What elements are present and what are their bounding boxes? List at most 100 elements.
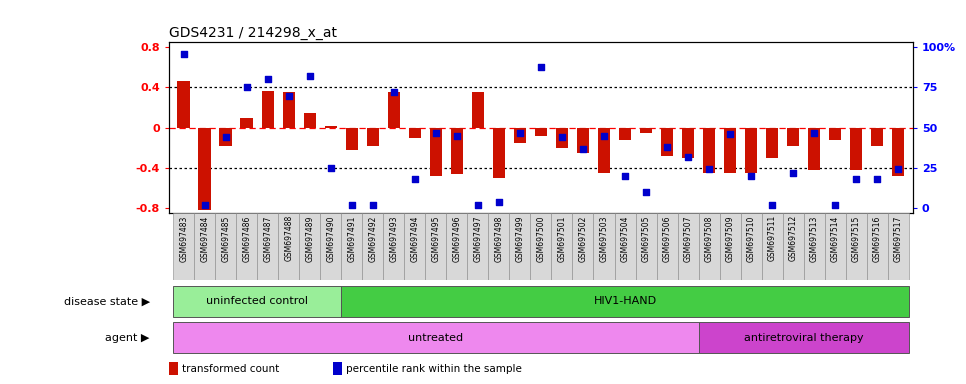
Bar — [682, 127, 695, 158]
Text: GSM697508: GSM697508 — [704, 215, 714, 262]
Bar — [278, 213, 299, 280]
Text: GSM697499: GSM697499 — [516, 215, 525, 262]
Point — [428, 129, 443, 136]
Point — [281, 93, 297, 99]
Text: GSM697486: GSM697486 — [242, 215, 251, 262]
Text: GSM697510: GSM697510 — [747, 215, 755, 262]
Bar — [194, 213, 215, 280]
Point — [449, 132, 465, 139]
Bar — [720, 213, 741, 280]
Bar — [493, 127, 505, 178]
Text: GSM697500: GSM697500 — [536, 215, 546, 262]
Text: GSM697515: GSM697515 — [852, 215, 861, 262]
Bar — [618, 127, 632, 140]
Bar — [405, 213, 425, 280]
Bar — [534, 127, 548, 136]
Bar — [346, 127, 358, 150]
Bar — [241, 118, 253, 127]
Text: untreated: untreated — [409, 333, 464, 343]
Text: GSM697506: GSM697506 — [663, 215, 671, 262]
Bar — [446, 213, 468, 280]
Bar — [468, 213, 489, 280]
Point — [533, 63, 549, 70]
Bar — [489, 213, 509, 280]
Point — [176, 51, 191, 57]
Point — [680, 154, 696, 160]
Text: GSM697516: GSM697516 — [872, 215, 882, 262]
Bar — [409, 127, 421, 138]
Bar — [303, 113, 316, 127]
Bar — [450, 127, 464, 174]
Text: GDS4231 / 214298_x_at: GDS4231 / 214298_x_at — [169, 26, 337, 40]
Bar — [573, 213, 593, 280]
Bar — [614, 213, 636, 280]
Bar — [552, 213, 573, 280]
Text: transformed count: transformed count — [183, 364, 280, 374]
Bar — [870, 127, 884, 146]
Point — [848, 176, 864, 182]
Bar — [888, 213, 909, 280]
Text: GSM697511: GSM697511 — [768, 215, 777, 262]
Text: GSM697487: GSM697487 — [264, 215, 272, 262]
Bar — [804, 213, 825, 280]
Text: GSM697489: GSM697489 — [305, 215, 314, 262]
Bar — [173, 286, 341, 317]
Bar — [698, 213, 720, 280]
Point — [785, 170, 801, 176]
Text: disease state ▶: disease state ▶ — [64, 296, 150, 306]
Point — [660, 144, 675, 150]
Bar — [514, 127, 526, 143]
Bar — [282, 93, 296, 127]
Bar — [850, 127, 863, 170]
Point — [723, 131, 738, 137]
Point — [617, 173, 633, 179]
Text: GSM697495: GSM697495 — [432, 215, 440, 262]
Bar — [430, 127, 442, 176]
Text: percentile rank within the sample: percentile rank within the sample — [346, 364, 522, 374]
Point — [239, 84, 254, 91]
Text: GSM697484: GSM697484 — [200, 215, 210, 262]
Bar — [215, 213, 237, 280]
Bar — [577, 127, 589, 153]
Text: GSM697497: GSM697497 — [473, 215, 482, 262]
Point — [512, 129, 527, 136]
Point — [386, 89, 402, 95]
Point — [491, 199, 506, 205]
Bar — [829, 127, 841, 140]
Bar — [766, 127, 779, 158]
Bar — [169, 362, 178, 376]
Point — [365, 202, 381, 208]
Point — [807, 129, 822, 136]
Bar — [299, 213, 321, 280]
Bar — [808, 127, 820, 170]
Bar — [198, 127, 212, 210]
Point — [764, 202, 780, 208]
Text: GSM697505: GSM697505 — [641, 215, 650, 262]
Point — [470, 202, 486, 208]
Bar — [741, 213, 761, 280]
Bar — [892, 127, 904, 176]
Point — [344, 202, 359, 208]
Bar — [321, 213, 341, 280]
Bar — [593, 213, 614, 280]
Text: GSM697502: GSM697502 — [579, 215, 587, 262]
Bar — [341, 213, 362, 280]
Bar — [257, 213, 278, 280]
Bar — [698, 323, 909, 353]
Point — [639, 189, 654, 195]
Text: GSM697485: GSM697485 — [221, 215, 230, 262]
Bar — [178, 81, 190, 127]
Point — [828, 202, 843, 208]
Text: GSM697503: GSM697503 — [600, 215, 609, 262]
Bar — [384, 213, 405, 280]
Point — [701, 166, 717, 172]
Bar — [471, 93, 484, 127]
Bar — [639, 127, 652, 133]
Bar — [598, 127, 611, 173]
Point — [596, 132, 611, 139]
Text: GSM697488: GSM697488 — [284, 215, 294, 262]
Bar — [332, 362, 342, 376]
Text: GSM697501: GSM697501 — [557, 215, 566, 262]
Point — [891, 166, 906, 172]
Point — [554, 134, 570, 141]
